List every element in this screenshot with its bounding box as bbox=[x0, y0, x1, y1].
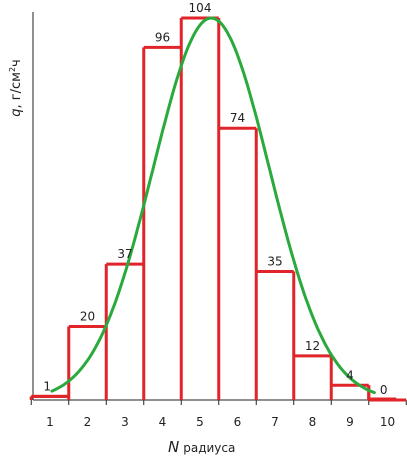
bar-value-label: 20 bbox=[80, 310, 95, 324]
x-axis-label-symbol: N bbox=[168, 438, 179, 456]
bar-value-label: 74 bbox=[230, 111, 245, 125]
x-tick-label: 8 bbox=[309, 415, 317, 429]
x-tick-label: 6 bbox=[234, 415, 242, 429]
bar-value-label: 1 bbox=[43, 379, 51, 393]
x-tick-label: 2 bbox=[84, 415, 92, 429]
x-tick-label: 1 bbox=[46, 415, 54, 429]
bar-value-label: 37 bbox=[117, 247, 132, 261]
fitted-normal-curve bbox=[50, 16, 376, 395]
bar-value-label: 12 bbox=[305, 339, 320, 353]
histogram-bar bbox=[104, 262, 144, 400]
histogram-bar bbox=[292, 271, 332, 400]
histogram-bar bbox=[217, 18, 257, 400]
y-axis-label-unit-end: ч bbox=[9, 59, 24, 67]
curve-layer bbox=[50, 16, 376, 395]
bar-value-label: 35 bbox=[267, 254, 282, 268]
x-tick-label: 7 bbox=[271, 415, 279, 429]
x-tick-label: 5 bbox=[196, 415, 204, 429]
histogram-bar bbox=[254, 128, 294, 400]
x-tick-label: 9 bbox=[346, 415, 354, 429]
bar-value-label: 4 bbox=[346, 368, 354, 382]
labels-layer: 1 20 37 96 104 74 35 12 4 0 bbox=[43, 1, 387, 397]
axes-layer: 1 2 3 4 5 6 7 8 9 10 bbox=[30, 12, 407, 429]
y-axis-label-superscript: 2 bbox=[8, 67, 17, 72]
x-tick-label: 3 bbox=[121, 415, 129, 429]
bar-value-label: 104 bbox=[189, 1, 212, 15]
bar-value-label: 96 bbox=[155, 30, 170, 44]
bars-layer bbox=[29, 16, 407, 402]
bar-value-label: 0 bbox=[380, 383, 388, 397]
x-tick-label: 4 bbox=[159, 415, 167, 429]
x-tick-label: 10 bbox=[380, 415, 395, 429]
histogram-bar bbox=[179, 16, 219, 400]
histogram-bar bbox=[67, 325, 107, 400]
y-axis-label-unit: , г/см bbox=[9, 72, 24, 108]
y-axis-label: q, г/см2ч bbox=[8, 59, 24, 116]
x-axis-label-subscript: радиуса bbox=[183, 441, 235, 455]
histogram-bar bbox=[142, 45, 182, 400]
y-axis-label-symbol: q bbox=[9, 108, 24, 116]
